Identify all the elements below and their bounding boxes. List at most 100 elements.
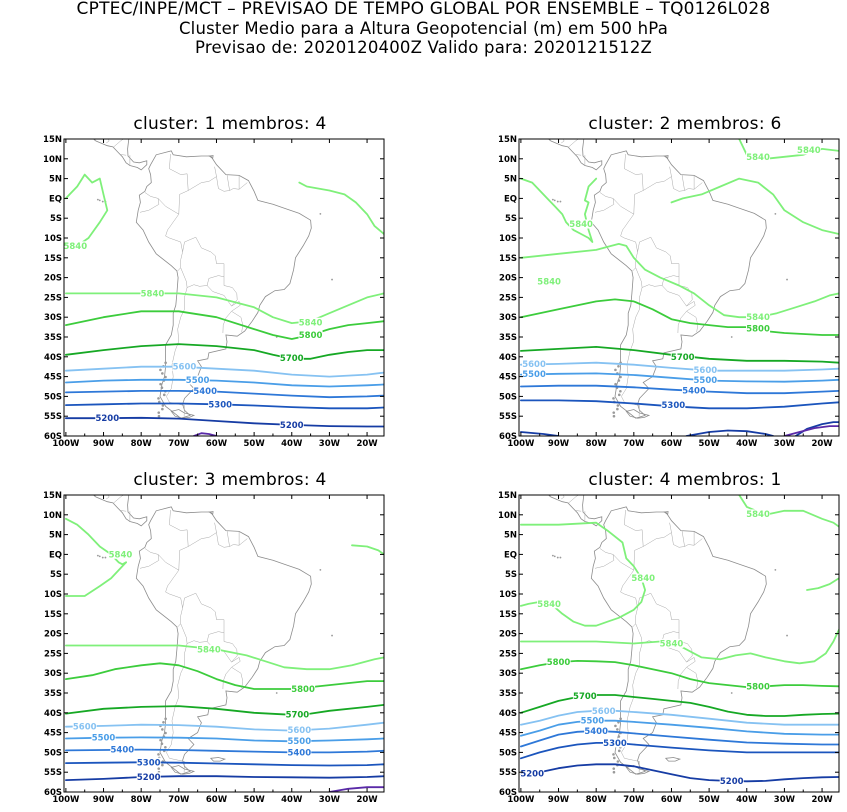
contour-label-5400: 5400 (110, 745, 134, 756)
contour-label-text: 5600 (592, 707, 616, 717)
contour-5500 (66, 380, 384, 387)
small-island (99, 199, 101, 201)
small-island (102, 201, 104, 203)
contour-label-5300: 5300 (208, 400, 232, 411)
contour-5840 (66, 175, 107, 246)
contour-label-5840: 5840 (797, 145, 821, 156)
lon-label: 100W (507, 795, 535, 805)
lat-label: 35S (44, 333, 62, 343)
contour-label-5300: 5300 (603, 738, 627, 749)
contour-label-text: 5200 (95, 414, 119, 424)
archipelago-island (612, 397, 615, 400)
country-border (595, 193, 614, 213)
lat-label: 25S (44, 649, 62, 659)
lat-label: 25S (499, 293, 517, 303)
country-border (561, 493, 564, 499)
archipelago-island (162, 721, 165, 724)
contour-label-text: 5200 (520, 769, 544, 779)
lat-label: 45S (44, 373, 62, 383)
lon-label: 50W (699, 439, 721, 449)
lat-label: 35S (499, 333, 517, 343)
contour-label-text: 5800 (746, 324, 770, 334)
lon-label: 40W (736, 439, 758, 449)
contour-5800 (521, 299, 839, 335)
lat-label: 45S (44, 729, 62, 739)
contour-5200 (521, 764, 839, 781)
archipelago-island (613, 757, 616, 760)
contour-label-text: 5200 (720, 777, 744, 787)
archipelago-island (161, 764, 164, 767)
central-america-coastline (64, 484, 147, 526)
archipelago-island (159, 739, 162, 742)
contour-5100 (329, 787, 384, 792)
small-island (786, 635, 788, 637)
contour-5400 (66, 391, 384, 397)
country-border (569, 493, 581, 503)
contour-label-5840: 5840 (63, 241, 87, 252)
small-island (331, 279, 333, 281)
contour-label-text: 5300 (603, 739, 627, 749)
contour-label-text: 5600 (173, 363, 197, 373)
contour-label-5800: 5800 (299, 330, 323, 341)
archipelago-island (618, 379, 621, 382)
country-border (636, 237, 679, 287)
contour-label-text: 5840 (537, 600, 561, 610)
archipelago-island (157, 411, 160, 414)
lon-label: 50W (244, 795, 266, 805)
contour-label-text: 5700 (280, 354, 304, 364)
country-border (672, 177, 703, 192)
map-canvas: 5840584058405840584058005700560056005500… (495, 136, 840, 456)
lon-label: 80W (586, 439, 608, 449)
archipelago-island (163, 394, 166, 397)
lon-label: 80W (131, 795, 153, 805)
lon-label: 70W (623, 439, 645, 449)
contour-5300 (521, 743, 839, 758)
archipelago-island (617, 760, 620, 763)
contour-5800 (66, 311, 384, 339)
central-america-coastline (519, 128, 602, 170)
small-island (552, 555, 554, 557)
country-border (227, 531, 230, 547)
lon-label: 30W (319, 439, 341, 449)
lat-label: 30S (44, 669, 62, 679)
figure-header: CPTEC/INPE/MCT – PREVISAO DE TEMPO GLOBA… (0, 0, 847, 57)
contour-label-5200: 5200 (520, 769, 544, 780)
lat-label: 5S (50, 570, 62, 580)
country-border (166, 288, 187, 406)
lat-label: 10N (498, 155, 517, 165)
contour-5840 (299, 183, 384, 234)
archipelago-island (164, 361, 167, 364)
plot-frame (519, 139, 839, 436)
small-island (319, 213, 321, 215)
lat-label: 40S (499, 709, 517, 719)
country-border (114, 493, 126, 503)
contour-5840 (66, 293, 384, 323)
contour-label-5700: 5700 (671, 352, 695, 363)
lat-label: 35S (499, 689, 517, 699)
lon-label: 20W (811, 439, 833, 449)
archipelago-island (618, 750, 621, 753)
country-border (140, 549, 159, 569)
contour-5700 (66, 705, 384, 715)
archipelago-island (612, 411, 615, 414)
contour-5700 (66, 344, 384, 359)
contour-5600 (66, 723, 384, 731)
small-island (731, 336, 733, 338)
lon-label: 20W (356, 439, 378, 449)
lon-label: 40W (281, 795, 303, 805)
falkland-islands (211, 758, 225, 762)
contour-label-text: 5800 (291, 685, 315, 695)
contour-5840 (66, 562, 126, 596)
lat-label: 50S (499, 392, 517, 402)
lat-label: 10N (43, 511, 62, 521)
country-border (682, 531, 685, 547)
small-island (554, 199, 556, 201)
small-island (105, 557, 107, 559)
country-border (595, 549, 614, 569)
small-island (557, 557, 559, 559)
contour-label-text: 5400 (193, 387, 217, 397)
contour-label-text: 5840 (746, 510, 770, 520)
lon-label: 90W (548, 795, 570, 805)
